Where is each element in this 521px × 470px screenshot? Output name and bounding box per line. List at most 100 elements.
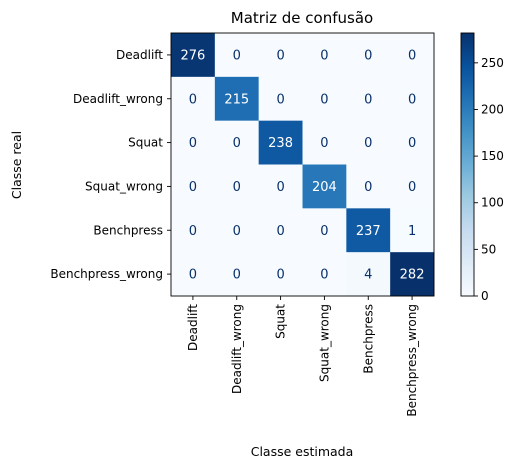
matrix-cell-value: 0 (320, 48, 328, 63)
matrix-cell (214, 164, 259, 209)
matrix-frame (170, 32, 435, 297)
matrix-cell-labels: 276 0 0 0 0 0 0 215 0 0 0 0 0 0 238 0 0 0 0 0 0 204 0 0 0 0 0 0 237 1… (181, 48, 425, 282)
colorbar-tick-label: 0 (481, 289, 489, 303)
matrix-cell (258, 208, 303, 253)
matrix-cell-value: 0 (233, 136, 241, 151)
matrix-cell (214, 76, 259, 121)
matrix-cell (171, 208, 216, 253)
matrix-cells (171, 33, 435, 297)
matrix-cell-value: 238 (268, 136, 293, 151)
matrix-cell-value: 0 (320, 136, 328, 151)
matrix-cell-value: 0 (276, 48, 284, 63)
matrix-cell (390, 33, 435, 78)
colorbar-tick-label: 200 (481, 102, 504, 116)
matrix-cell-value: 0 (233, 268, 241, 283)
matrix-cell-value: 0 (408, 48, 416, 63)
matrix-cell (346, 164, 391, 209)
matrix-cell (171, 164, 216, 209)
matrix-cell (346, 120, 391, 165)
matrix-cell (214, 120, 259, 165)
matrix-cell (258, 33, 303, 78)
matrix-cell (390, 208, 435, 253)
matrix-cell-value: 0 (276, 224, 284, 239)
matrix-cell-value: 0 (233, 180, 241, 195)
matrix-cell (258, 252, 303, 297)
matrix-cell (302, 120, 347, 165)
x-tick-label: Squat (274, 304, 288, 339)
y-tick-label: Deadlift_wrong (73, 92, 163, 106)
matrix-cell-value: 237 (356, 224, 381, 239)
matrix-cell-value: 215 (224, 92, 249, 107)
colorbar-tick-label: 100 (481, 196, 504, 210)
y-tick-label: Squat (128, 136, 163, 150)
matrix-cell-value: 0 (233, 48, 241, 63)
matrix-cell (258, 76, 303, 121)
y-tick-label: Deadlift (116, 48, 163, 62)
matrix-cell (214, 33, 259, 78)
matrix-cell-value: 0 (189, 136, 197, 151)
x-axis-ticks: Deadlift Deadlift_wrong Squat Squat_wrong Be… (186, 296, 419, 417)
matrix-cell-value: 0 (189, 92, 197, 107)
matrix-cell-value: 0 (364, 48, 372, 63)
matrix-cell-value: 0 (408, 180, 416, 195)
y-tick-label: Benchpress (93, 223, 163, 237)
matrix-cell-value: 0 (320, 92, 328, 107)
colorbar-ticks: 0 50 100 150 200 250 (474, 56, 504, 303)
x-tick-label: Benchpress (361, 304, 375, 374)
matrix-cell-value: 204 (312, 180, 337, 195)
matrix-cell (214, 252, 259, 297)
matrix-cell-value: 0 (276, 180, 284, 195)
matrix-cell-value: 0 (408, 92, 416, 107)
matrix-cell (390, 120, 435, 165)
matrix-cell-value: 0 (233, 224, 241, 239)
x-tick-label: Deadlift_wrong (230, 304, 244, 394)
matrix-cell (302, 208, 347, 253)
matrix-cell-value: 0 (276, 268, 284, 283)
matrix-cell-value: 0 (189, 180, 197, 195)
matrix-cell (302, 252, 347, 297)
matrix-cell-value: 0 (364, 136, 372, 151)
y-tick-label: Squat_wrong (85, 179, 163, 193)
matrix-cell-value: 0 (189, 224, 197, 239)
matrix-cell-value: 276 (181, 48, 206, 63)
matrix-cell (171, 76, 216, 121)
matrix-cell (390, 76, 435, 121)
matrix-cell-value: 0 (364, 92, 372, 107)
matrix-cell (171, 120, 216, 165)
chart-title: Matriz de confusão (231, 9, 373, 27)
matrix-cell (346, 76, 391, 121)
matrix-cell (258, 120, 303, 165)
x-tick-label: Squat_wrong (317, 304, 331, 382)
matrix-cell (390, 164, 435, 209)
matrix-cell (302, 33, 347, 78)
x-tick-label: Benchpress_wrong (405, 304, 419, 417)
matrix-cell (302, 164, 347, 209)
matrix-cell (171, 252, 216, 297)
matrix-cell (346, 208, 391, 253)
matrix-cell-value: 0 (408, 136, 416, 151)
matrix-cell (258, 164, 303, 209)
x-tick-label: Deadlift (186, 304, 200, 351)
matrix-cell (346, 252, 391, 297)
colorbar (460, 32, 475, 297)
matrix-cell (171, 33, 216, 78)
matrix-cell-value: 4 (364, 268, 372, 283)
colorbar-tick-label: 150 (481, 149, 504, 163)
matrix-cell (214, 208, 259, 253)
matrix-cell-value: 0 (364, 180, 372, 195)
matrix-cell (390, 252, 435, 297)
matrix-cell-value: 282 (400, 268, 425, 283)
y-axis-label: Classe real (9, 131, 24, 199)
colorbar-tick-label: 50 (481, 242, 496, 256)
matrix-cell-value: 1 (408, 224, 416, 239)
matrix-cell-value: 0 (189, 268, 197, 283)
colorbar-tick-label: 250 (481, 56, 504, 70)
x-axis-label: Classe estimada (251, 444, 354, 459)
matrix-cell-value: 0 (276, 92, 284, 107)
matrix-cell-value: 0 (320, 224, 328, 239)
matrix-cell-value: 0 (320, 268, 328, 283)
y-axis-ticks: Deadlift Deadlift_wrong Squat Squat_wrong Be… (50, 48, 171, 281)
y-tick-label: Benchpress_wrong (50, 267, 163, 281)
matrix-cell (302, 76, 347, 121)
